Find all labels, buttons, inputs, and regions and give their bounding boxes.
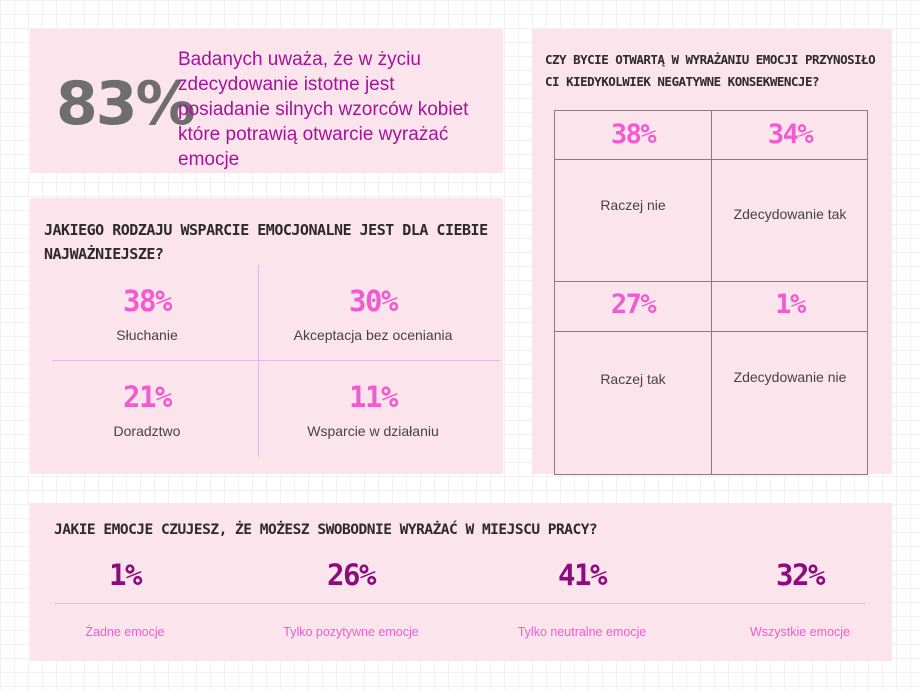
stat-panel: 83% Badanych uważa, że w życiu zdecydowa… [30, 29, 503, 173]
work-emotion-percent: 41% [558, 558, 607, 592]
support-question: Jakiego rodzaju wsparcie emocjonalne jes… [44, 221, 488, 263]
grid-percent: 34% [767, 119, 814, 150]
work-emotions-question: Jakie emocje czujesz, że możesz swobodni… [54, 522, 598, 538]
work-emotion-percent: 26% [327, 558, 376, 592]
support-divider-vertical [258, 265, 259, 457]
grid-percent-cell: 34% [712, 119, 868, 151]
support-item-label: Wsparcie w działaniu [307, 423, 439, 439]
support-item-percent: 11% [349, 380, 398, 414]
support-item: 30% Akceptacja bez oceniania [273, 284, 473, 343]
work-emotions-divider [54, 603, 866, 604]
work-emotion-item: 26% [251, 558, 451, 592]
work-emotion-label: Żadne emocje [85, 625, 165, 639]
work-emotion-percent: 1% [109, 558, 142, 592]
work-emotion-label: Tylko pozytywne emocje [283, 625, 419, 639]
grid-line-vertical [711, 111, 712, 474]
work-emotion-label: Wszystkie emocje [749, 625, 851, 639]
grid-line [555, 281, 867, 282]
grid-percent: 1% [775, 289, 806, 320]
grid-percent-cell: 38% [555, 119, 711, 151]
support-item-percent: 38% [123, 284, 172, 318]
grid-label: Raczej nie [600, 197, 666, 213]
support-item-percent: 30% [349, 284, 398, 318]
support-item-percent: 21% [123, 380, 172, 414]
work-emotion-item: 41% [482, 558, 682, 592]
grid-label: Zdecydowanie nie [733, 369, 847, 385]
grid-label: Zdecydowanie tak [733, 206, 847, 222]
grid-label: Raczej tak [600, 371, 666, 387]
grid-percent: 27% [610, 289, 657, 320]
grid-line [555, 331, 867, 332]
support-item-label: Akceptacja bez oceniania [293, 327, 453, 343]
consequences-question: Czy bycie otwartą w wyrażaniu emocji prz… [545, 52, 876, 89]
grid-percent-cell: 27% [555, 289, 711, 321]
stat-description: Badanych uważa, że w życiu zdecydowanie … [178, 49, 469, 170]
support-item-label: Słuchanie [116, 327, 178, 343]
grid-percent: 38% [610, 119, 657, 150]
support-item-label: Doradztwo [113, 423, 181, 439]
work-emotions-panel: Jakie emocje czujesz, że możesz swobodni… [30, 503, 892, 661]
support-item: 38% Słuchanie [77, 284, 217, 343]
consequences-grid: 38% 34% Raczej nie Zdecydowanie tak 27% … [554, 110, 868, 475]
work-emotion-percent: 32% [776, 558, 825, 592]
support-panel: Jakiego rodzaju wsparcie emocjonalne jes… [30, 198, 503, 474]
support-item: 21% Doradztwo [77, 380, 217, 439]
work-emotion-item: 32% [700, 558, 900, 592]
work-emotion-item: 1% [25, 558, 225, 592]
consequences-panel: Czy bycie otwartą w wyrażaniu emocji prz… [532, 29, 892, 475]
support-divider-horizontal [52, 360, 500, 361]
stat-percent: 83% [56, 69, 196, 139]
work-emotion-label: Tylko neutralne emocje [517, 625, 647, 639]
grid-line [555, 159, 867, 160]
support-item: 11% Wsparcie w działaniu [273, 380, 473, 439]
grid-percent-cell: 1% [712, 289, 868, 321]
